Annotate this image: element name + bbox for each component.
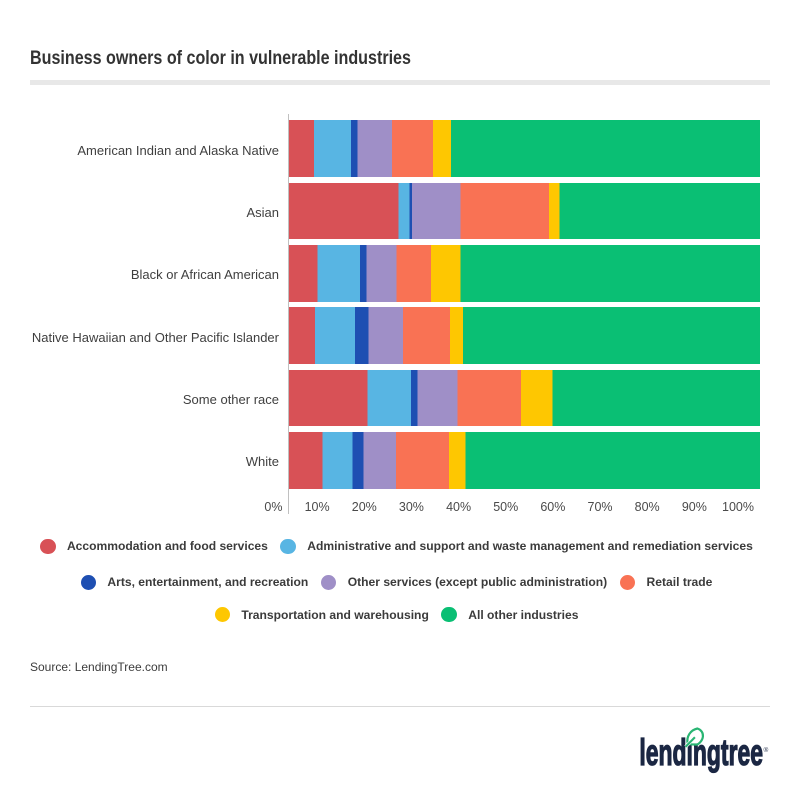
svg-text:®: ®: [764, 746, 769, 754]
